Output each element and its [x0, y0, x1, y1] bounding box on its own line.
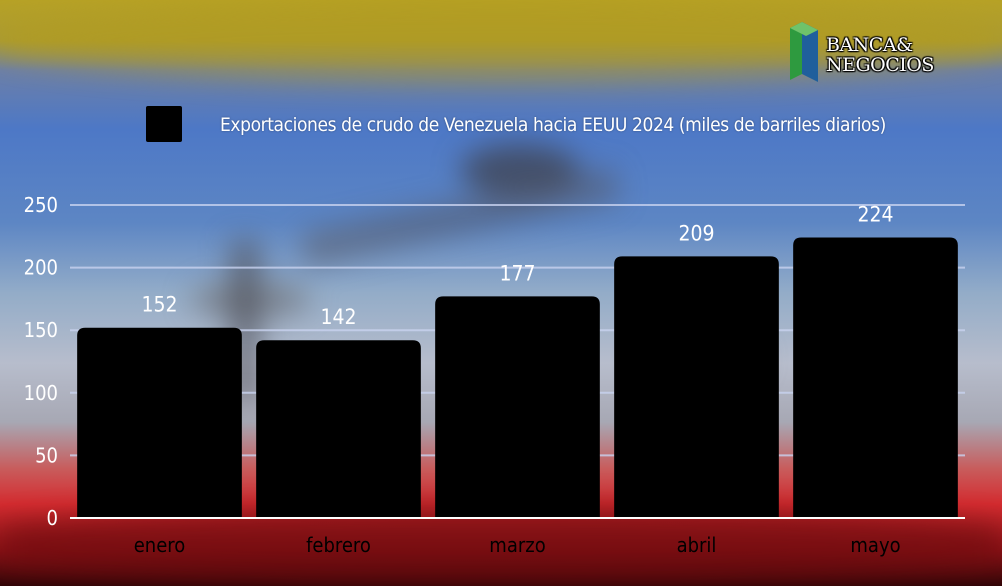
- x-tick-label: febrero: [306, 533, 371, 557]
- bar-abril: [614, 256, 779, 518]
- y-axis: 0 50 100 150 200 250: [24, 193, 965, 530]
- data-label: 209: [678, 221, 714, 245]
- bar-marzo: [435, 296, 600, 518]
- y-tick-label: 0: [47, 506, 58, 530]
- x-tick-label: enero: [134, 533, 186, 557]
- logo-text-line1: BANCA&: [826, 34, 913, 56]
- bars: [77, 237, 958, 518]
- data-labels: 152 142 177 209 224: [141, 203, 893, 330]
- y-tick-label: 150: [24, 318, 58, 342]
- bar-mayo: [793, 237, 958, 518]
- logo-text-line2: NEGOCIOS: [826, 54, 934, 76]
- y-tick-label: 200: [24, 256, 58, 280]
- brand-logo: BANCA& NEGOCIOS: [788, 18, 948, 88]
- x-tick-label: mayo: [850, 533, 900, 557]
- y-tick-label: 100: [24, 381, 58, 405]
- data-label: 224: [857, 203, 893, 227]
- legend-swatch: [146, 106, 182, 142]
- logo-mark-icon: [790, 22, 818, 82]
- legend-label: Exportaciones de crudo de Venezuela haci…: [220, 114, 886, 136]
- bar-enero: [77, 327, 242, 518]
- y-tick-label: 250: [24, 193, 58, 217]
- data-label: 152: [141, 293, 177, 317]
- data-label: 177: [499, 261, 535, 285]
- x-axis: enero febrero marzo abril mayo: [134, 533, 901, 557]
- x-tick-label: abril: [677, 533, 717, 557]
- bar-febrero: [256, 340, 421, 518]
- data-label: 142: [320, 305, 356, 329]
- x-tick-label: marzo: [489, 533, 545, 557]
- y-tick-label: 50: [35, 443, 58, 467]
